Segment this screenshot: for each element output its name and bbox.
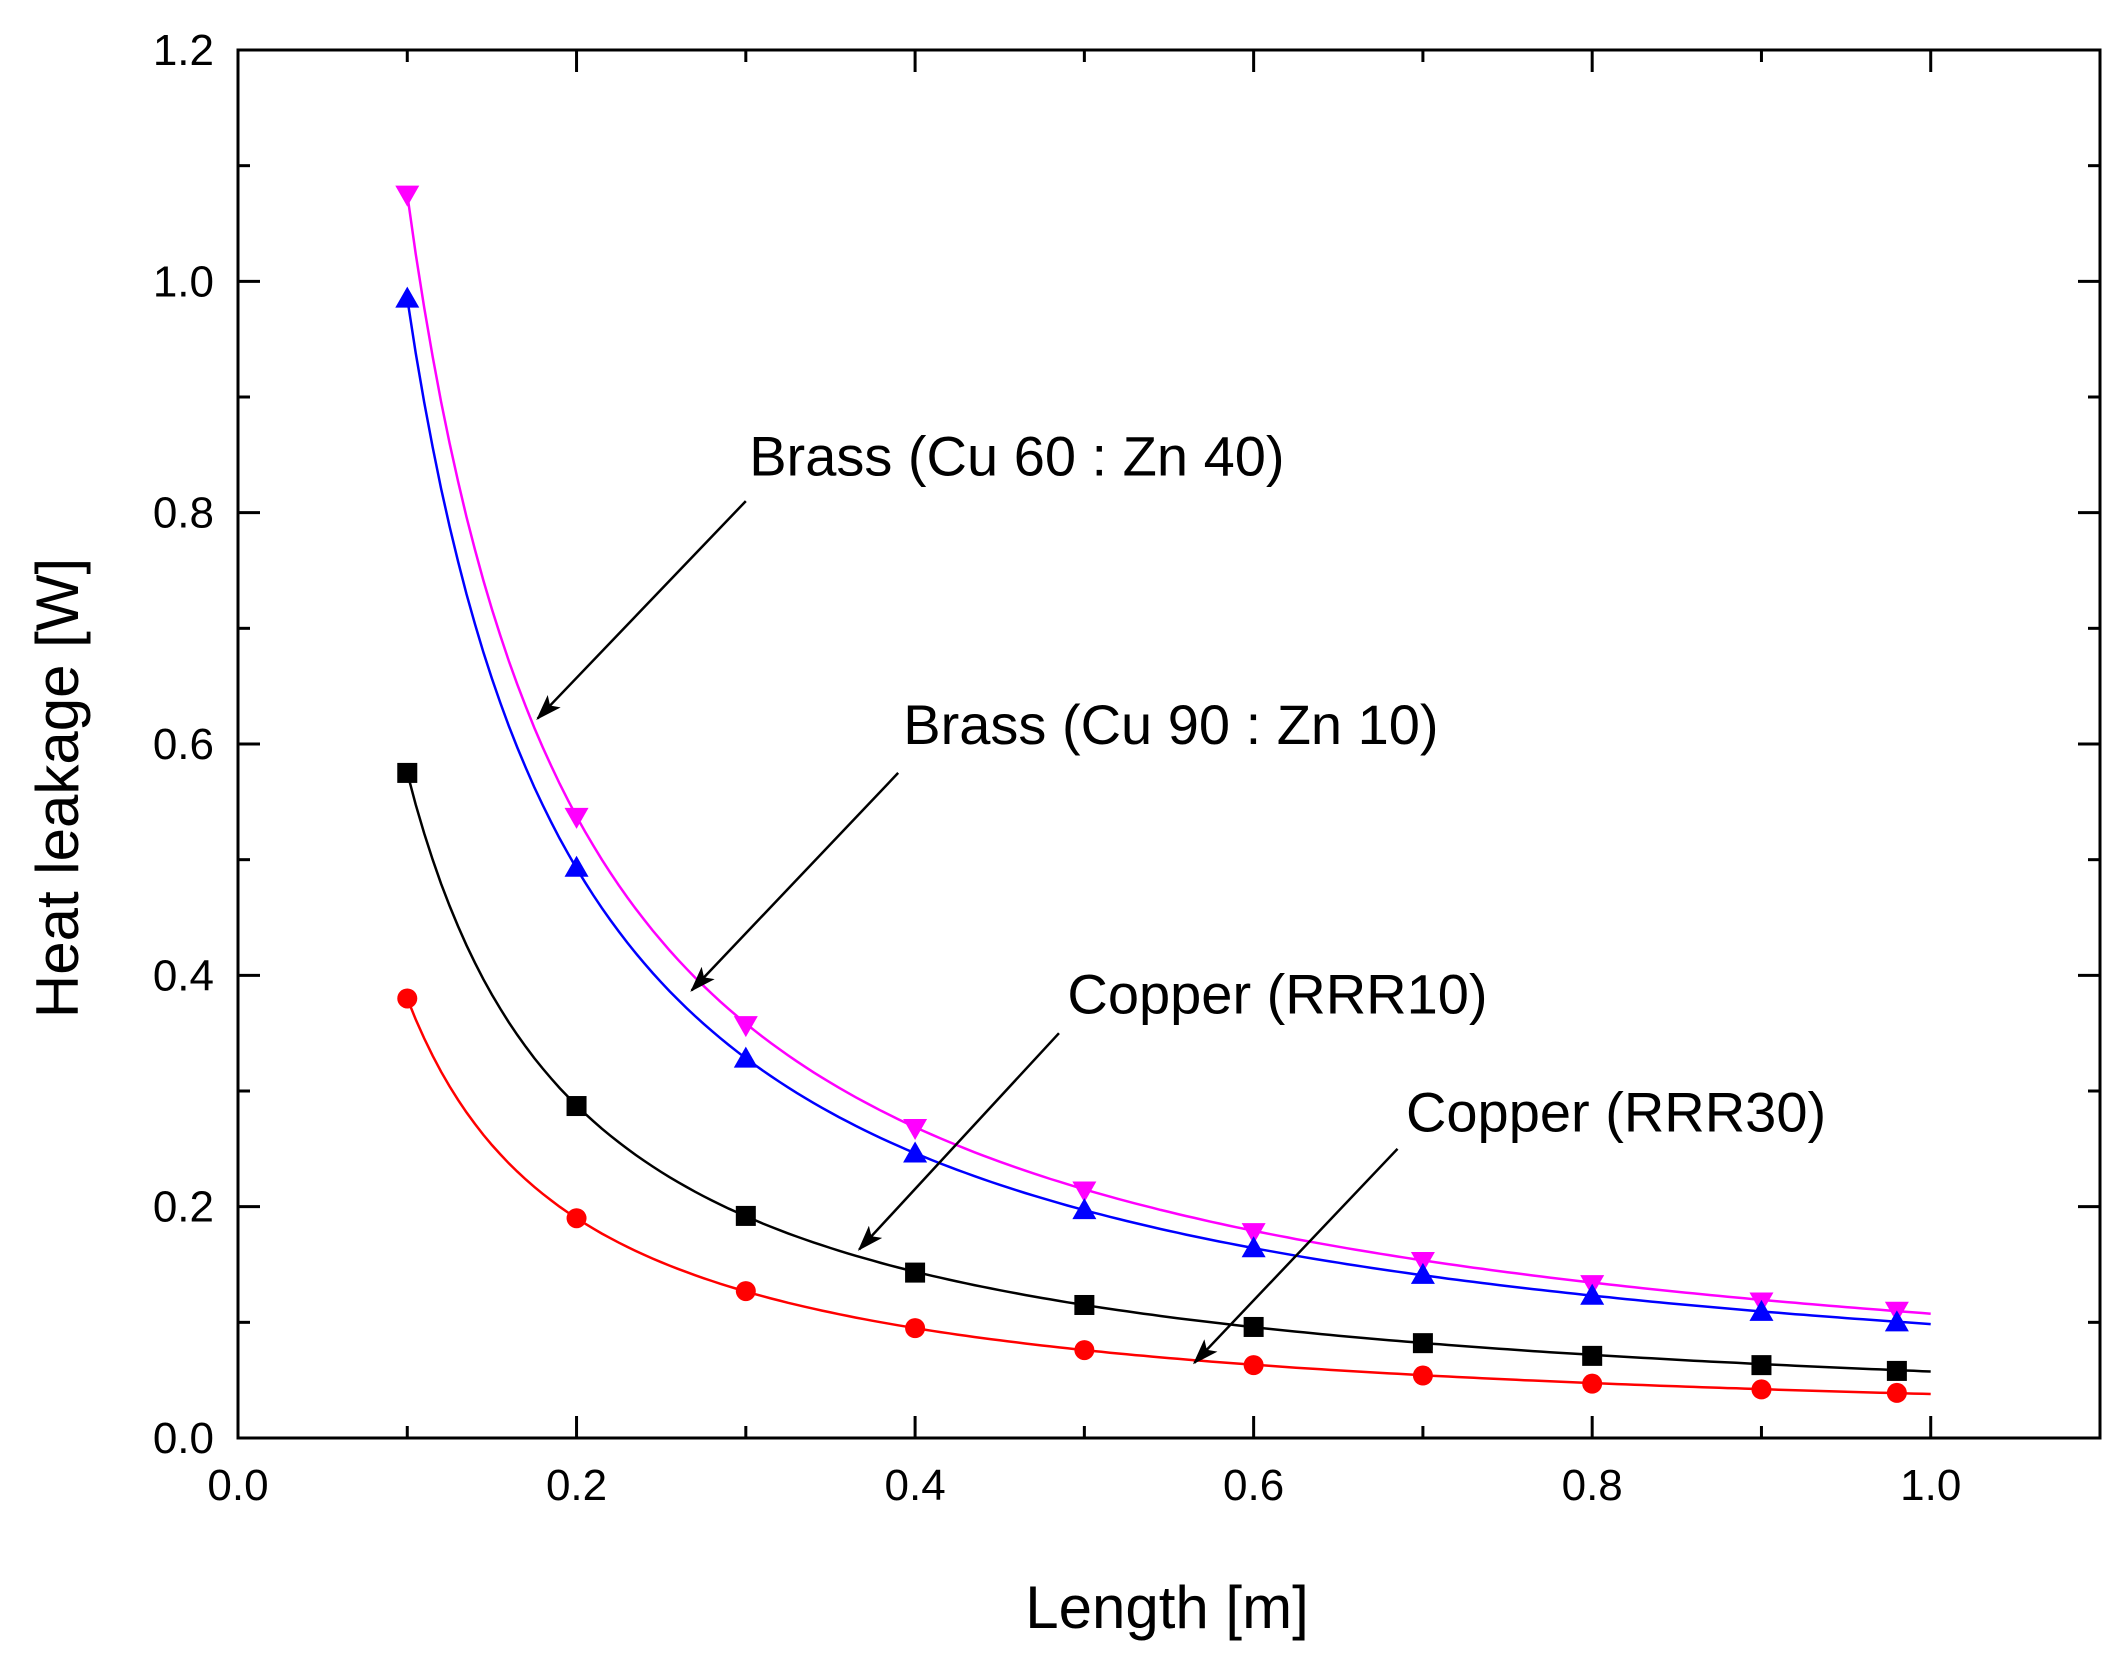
point-brass-cu-90-zn-10 <box>1410 1262 1435 1284</box>
point-copper-rrr10 <box>1074 1294 1095 1315</box>
x-tick-label: 0.6 <box>1223 1461 1284 1510</box>
point-copper-rrr10 <box>397 762 418 783</box>
point-copper-rrr10 <box>1243 1316 1264 1337</box>
point-copper-rrr10 <box>1582 1345 1603 1366</box>
point-copper-rrr30 <box>1886 1382 1907 1403</box>
annotation-arrow-copper-rrr30 <box>1193 1147 1399 1365</box>
annotation-arrow-brass-cu-90-zn-10 <box>690 772 900 992</box>
point-copper-rrr30 <box>735 1281 756 1302</box>
point-brass-cu-60-zn-40 <box>395 185 420 207</box>
point-brass-cu-60-zn-40 <box>564 807 589 829</box>
point-brass-cu-90-zn-10 <box>903 1141 928 1163</box>
y-tick-label: 0.8 <box>153 489 214 538</box>
point-brass-cu-60-zn-40 <box>903 1119 928 1141</box>
x-tick-label: 0.8 <box>1562 1461 1623 1510</box>
point-copper-rrr30 <box>1582 1373 1603 1394</box>
annotation-label-brass-cu-90-zn-10: Brass (Cu 90 : Zn 10) <box>903 693 1438 756</box>
annotation-label-copper-rrr30: Copper (RRR30) <box>1406 1080 1826 1143</box>
y-tick-label: 0.4 <box>153 951 214 1000</box>
x-tick-label: 0.4 <box>885 1461 946 1510</box>
point-copper-rrr30 <box>1074 1340 1095 1361</box>
point-brass-cu-90-zn-10 <box>395 286 420 308</box>
point-copper-rrr10 <box>905 1262 926 1283</box>
series-markers <box>395 185 1909 1403</box>
point-brass-cu-90-zn-10 <box>733 1046 758 1068</box>
x-tick-label: 0.0 <box>207 1461 268 1510</box>
line-brass-cu-60-zn-40 <box>406 194 1931 1315</box>
annotation-arrow-brass-cu-60-zn-40 <box>536 500 747 720</box>
y-tick-label: 0.0 <box>153 1414 214 1463</box>
point-brass-cu-90-zn-10 <box>1241 1236 1266 1258</box>
point-copper-rrr30 <box>1751 1379 1772 1400</box>
point-copper-rrr10 <box>566 1096 587 1117</box>
axes: 0.0 0.2 0.4 0.6 0.8 1.0 0.0 0.2 0.4 0.6 0.8 1.0 1.2 <box>153 26 2102 1510</box>
series-lines <box>406 194 1931 1396</box>
line-copper-rrr10 <box>406 772 1931 1373</box>
point-copper-rrr30 <box>905 1318 926 1339</box>
point-brass-cu-60-zn-40 <box>1072 1181 1097 1203</box>
point-copper-rrr10 <box>1886 1360 1907 1381</box>
y-tick-label: 1.0 <box>153 257 214 306</box>
x-tick-label: 0.2 <box>546 1461 607 1510</box>
point-brass-cu-90-zn-10 <box>1749 1299 1774 1321</box>
point-copper-rrr10 <box>735 1205 756 1226</box>
x-axis-title: Length [m] <box>1025 1574 1309 1641</box>
point-brass-cu-60-zn-40 <box>1241 1223 1266 1245</box>
point-copper-rrr10 <box>1751 1355 1772 1376</box>
annotations: Brass (Cu 60 : Zn 40) Brass (Cu 90 : Zn 1… <box>536 425 1826 1365</box>
point-brass-cu-90-zn-10 <box>1072 1198 1097 1220</box>
line-copper-rrr30 <box>406 998 1931 1396</box>
point-brass-cu-60-zn-40 <box>1410 1252 1435 1274</box>
point-copper-rrr30 <box>1412 1365 1433 1386</box>
y-tick-label: 0.2 <box>153 1183 214 1232</box>
point-copper-rrr30 <box>566 1208 587 1229</box>
point-brass-cu-90-zn-10 <box>564 855 589 877</box>
point-brass-cu-90-zn-10 <box>1580 1283 1605 1305</box>
point-brass-cu-90-zn-10 <box>1884 1310 1909 1332</box>
y-tick-label: 0.6 <box>153 720 214 769</box>
point-brass-cu-60-zn-40 <box>733 1016 758 1038</box>
annotation-arrow-copper-rrr10 <box>857 1032 1060 1251</box>
annotation-label-brass-cu-60-zn-40: Brass (Cu 60 : Zn 40) <box>749 425 1284 488</box>
y-tick-label: 1.2 <box>153 26 214 75</box>
point-copper-rrr10 <box>1412 1333 1433 1354</box>
point-copper-rrr30 <box>1243 1355 1264 1376</box>
annotation-label-copper-rrr10: Copper (RRR10) <box>1067 963 1487 1026</box>
y-axis-title: Heat leakage [W] <box>24 558 91 1018</box>
line-brass-cu-90-zn-10 <box>406 298 1931 1326</box>
x-tick-label: 1.0 <box>1900 1461 1961 1510</box>
point-copper-rrr30 <box>397 988 418 1009</box>
